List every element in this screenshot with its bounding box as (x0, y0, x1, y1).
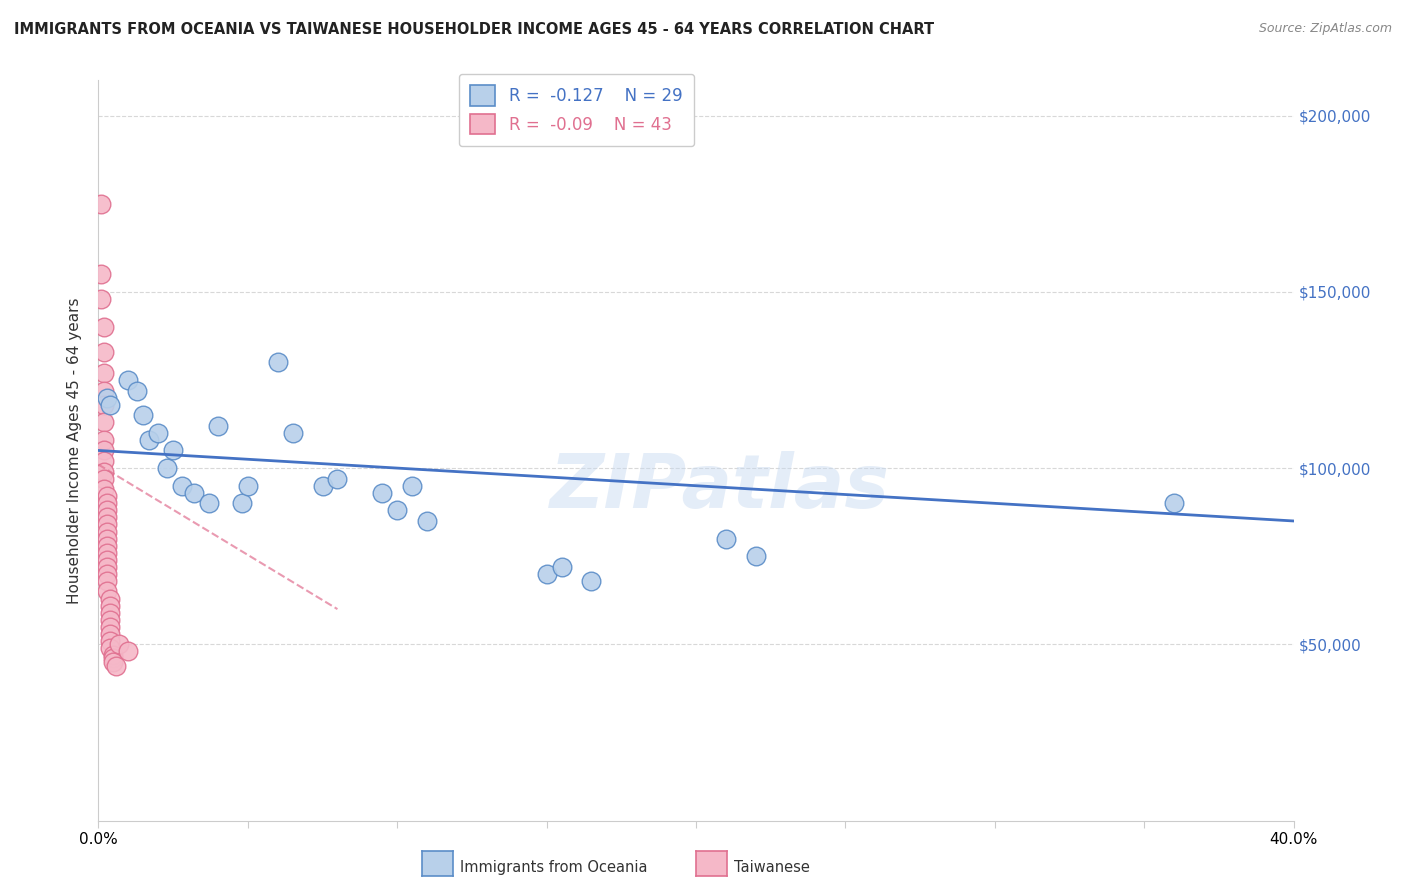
Point (96, 553, 118, 567)
Text: ZIPatlas: ZIPatlas (550, 451, 890, 524)
Point (96, 391, 118, 405)
Point (117, 373, 139, 387)
Point (231, 496, 253, 510)
Point (162, 443, 184, 458)
Point (207, 418, 229, 433)
Point (96, 539, 118, 553)
Text: IMMIGRANTS FROM OCEANIA VS TAIWANESE HOUSEHOLDER INCOME AGES 45 - 64 YEARS CORRE: IMMIGRANTS FROM OCEANIA VS TAIWANESE HOU… (14, 22, 934, 37)
Point (267, 355, 290, 369)
Point (311, 479, 333, 493)
Point (98, 398, 122, 412)
Point (127, 384, 149, 398)
Point (96, 574, 118, 588)
Point (385, 503, 409, 517)
Point (714, 532, 737, 546)
Point (98, 606, 122, 620)
Point (96, 517, 118, 532)
Point (371, 485, 394, 500)
Legend: R =  -0.127    N = 29, R =  -0.09    N = 43: R = -0.127 N = 29, R = -0.09 N = 43 (458, 74, 695, 146)
Point (93, 465, 115, 479)
Point (117, 644, 139, 658)
Point (536, 566, 558, 581)
Point (105, 658, 128, 673)
Point (96, 489, 118, 503)
Point (93, 454, 115, 468)
Text: Taiwanese: Taiwanese (734, 860, 810, 874)
Point (98, 640, 122, 655)
Point (93, 482, 115, 496)
Point (550, 559, 572, 574)
Text: Source: ZipAtlas.com: Source: ZipAtlas.com (1258, 22, 1392, 36)
Point (98, 599, 122, 613)
Point (96, 566, 118, 581)
Point (132, 408, 155, 422)
Point (90, 196, 112, 211)
Point (93, 443, 115, 458)
Point (93, 398, 115, 412)
Point (96, 503, 118, 517)
Point (156, 461, 179, 475)
Point (93, 384, 115, 398)
Point (93, 366, 115, 380)
Point (90, 267, 112, 281)
Point (98, 613, 122, 627)
Point (108, 637, 131, 651)
Point (93, 433, 115, 447)
Point (96, 496, 118, 510)
Point (103, 648, 125, 662)
Point (93, 472, 115, 486)
Point (416, 514, 439, 528)
Point (281, 425, 304, 440)
Point (96, 546, 118, 560)
Point (183, 485, 205, 500)
Point (93, 344, 115, 359)
Point (745, 549, 768, 564)
Point (98, 627, 122, 641)
Y-axis label: Householder Income Ages 45 - 64 years: Householder Income Ages 45 - 64 years (67, 297, 83, 604)
Point (96, 559, 118, 574)
Point (581, 574, 603, 588)
Point (198, 496, 221, 510)
Point (103, 651, 125, 665)
Point (96, 584, 118, 599)
Text: Immigrants from Oceania: Immigrants from Oceania (460, 860, 647, 874)
Point (401, 479, 423, 493)
Point (93, 320, 115, 334)
Point (96, 510, 118, 524)
Point (96, 532, 118, 546)
Point (98, 620, 122, 634)
Point (96, 524, 118, 539)
Point (1163, 496, 1185, 510)
Point (93, 415, 115, 429)
Point (98, 591, 122, 606)
Point (236, 479, 259, 493)
Point (172, 479, 194, 493)
Point (103, 655, 125, 669)
Point (148, 425, 170, 440)
Point (98, 633, 122, 648)
Point (326, 472, 349, 486)
Point (138, 433, 160, 447)
Point (90, 292, 112, 306)
